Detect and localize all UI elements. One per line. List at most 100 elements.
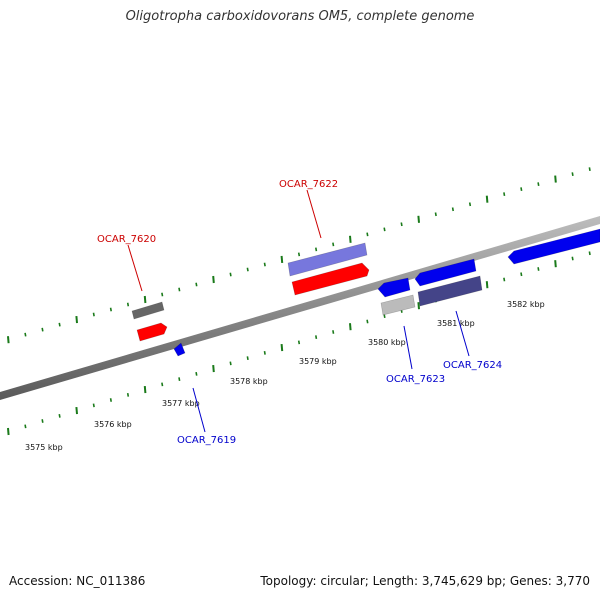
gene-label-ocar-7624[interactable]: OCAR_7624 xyxy=(443,360,502,371)
outer-tick xyxy=(280,255,284,263)
outer-tick xyxy=(246,267,249,272)
outer-tick xyxy=(229,272,232,277)
position-label-3578: 3578 kbp xyxy=(230,377,268,386)
inner-tick xyxy=(24,424,27,429)
inner-tick xyxy=(349,323,352,331)
gene-feature[interactable] xyxy=(287,242,368,277)
gene-feature[interactable] xyxy=(291,262,370,296)
inner-tick xyxy=(161,382,164,387)
gene-feature[interactable] xyxy=(136,322,168,342)
accession-text: Accession: NC_011386 xyxy=(9,574,146,588)
outer-tick xyxy=(537,182,540,187)
outer-tick xyxy=(75,316,78,324)
inner-tick xyxy=(143,386,147,394)
inner-tick xyxy=(554,260,557,268)
outer-tick-track xyxy=(7,167,591,344)
outer-tick xyxy=(520,187,523,192)
inner-tick xyxy=(58,413,61,418)
inner-tick xyxy=(280,344,284,352)
gene-labels: OCAR_7620 OCAR_7622 OCAR_7619 OCAR_7623 … xyxy=(97,179,502,446)
outer-tick xyxy=(126,302,130,307)
gene-feature[interactable] xyxy=(417,275,483,307)
position-label-3582: 3582 kbp xyxy=(507,300,545,309)
outer-tick xyxy=(263,262,266,267)
inner-tick xyxy=(195,371,198,376)
gene-feature[interactable] xyxy=(414,258,477,287)
inner-tick xyxy=(297,340,301,345)
inner-tick xyxy=(41,419,44,423)
gene-label-ocar-7623[interactable]: OCAR_7623 xyxy=(386,374,445,385)
gene-feature[interactable] xyxy=(377,277,411,298)
outer-tick xyxy=(41,327,44,332)
leader-line-ocar-7623 xyxy=(403,325,413,370)
inner-tick-track xyxy=(7,251,591,436)
gene-features xyxy=(131,228,600,357)
outer-tick xyxy=(349,235,352,243)
outer-tick xyxy=(554,175,557,183)
leader-lines xyxy=(127,189,470,433)
genome-backbone xyxy=(0,216,600,400)
outer-tick xyxy=(212,275,215,284)
gene-feature[interactable] xyxy=(173,342,186,357)
inner-tick xyxy=(520,272,523,277)
outer-tick xyxy=(400,222,403,227)
inner-tick xyxy=(417,302,420,310)
position-labels: 3575 kbp 3576 kbp 3577 kbp 3578 kbp 3579… xyxy=(25,300,545,452)
outer-tick xyxy=(297,252,301,257)
inner-tick xyxy=(263,350,266,355)
outer-tick xyxy=(383,227,386,232)
gene-label-ocar-7622[interactable]: OCAR_7622 xyxy=(279,179,338,190)
gene-label-ocar-7619[interactable]: OCAR_7619 xyxy=(177,435,236,446)
position-label-3579: 3579 kbp xyxy=(299,357,337,366)
leader-line-ocar-7619 xyxy=(192,387,206,433)
genome-summary-text: Topology: circular; Length: 3,745,629 bp… xyxy=(260,574,590,588)
outer-tick xyxy=(143,295,147,304)
position-label-3576: 3576 kbp xyxy=(94,420,132,429)
inner-tick xyxy=(485,281,489,289)
inner-tick xyxy=(383,314,386,319)
gene-feature[interactable] xyxy=(131,301,165,320)
position-label-3577: 3577 kbp xyxy=(162,399,200,408)
outer-tick xyxy=(24,332,27,337)
outer-tick xyxy=(485,195,489,203)
inner-tick xyxy=(126,392,130,397)
outer-tick xyxy=(451,207,454,212)
inner-tick xyxy=(315,335,318,340)
inner-tick xyxy=(212,365,215,373)
position-label-3580: 3580 kbp xyxy=(368,338,406,347)
gene-feature[interactable] xyxy=(507,228,600,265)
outer-tick xyxy=(195,282,198,287)
leader-line-ocar-7620 xyxy=(127,244,143,292)
inner-tick xyxy=(229,361,232,366)
inner-tick xyxy=(178,377,181,382)
leader-line-ocar-7622 xyxy=(306,189,322,239)
outer-tick xyxy=(92,312,95,317)
inner-tick xyxy=(537,267,540,271)
inner-tick xyxy=(75,407,78,415)
outer-tick xyxy=(434,212,437,217)
outer-tick xyxy=(366,232,369,237)
outer-tick xyxy=(588,167,591,172)
inner-tick xyxy=(588,251,591,256)
outer-tick xyxy=(315,247,318,252)
gene-feature[interactable] xyxy=(380,294,416,316)
inner-tick xyxy=(571,256,574,261)
leader-line-ocar-7624 xyxy=(455,310,470,357)
outer-tick xyxy=(58,322,61,327)
outer-tick xyxy=(161,292,164,297)
outer-tick xyxy=(332,242,335,247)
inner-tick xyxy=(109,398,112,402)
position-label-3581: 3581 kbp xyxy=(437,319,475,328)
outer-tick xyxy=(7,336,10,344)
outer-tick xyxy=(417,215,420,223)
gene-label-ocar-7620[interactable]: OCAR_7620 xyxy=(97,234,156,245)
inner-tick xyxy=(92,403,95,408)
position-label-3575: 3575 kbp xyxy=(25,443,63,452)
inner-tick xyxy=(503,277,506,282)
inner-tick xyxy=(7,427,10,436)
inner-tick xyxy=(332,330,335,334)
outer-tick xyxy=(503,192,506,197)
outer-tick xyxy=(468,202,472,207)
inner-tick xyxy=(246,356,249,361)
